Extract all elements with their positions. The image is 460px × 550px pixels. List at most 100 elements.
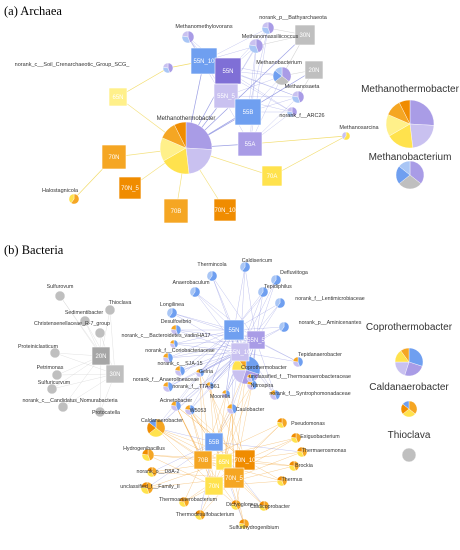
- sample-node-a-55n-5: 55N_5: [213, 83, 239, 109]
- norank-c-soil-crenarchaeotic-group-scg-pie-slice: [162, 62, 169, 69]
- taxon-label-thermoanaerobacterium: Thermoanaerobacterium: [159, 497, 218, 503]
- archaea-legend: [385, 99, 435, 190]
- taxon-label-longilinea: Longilinea: [160, 302, 184, 308]
- sample-node-a-65n: 65N: [108, 87, 128, 107]
- edge: [223, 408, 233, 463]
- sample-node-label: 55N_10: [229, 350, 251, 356]
- sample-node-label: 55B: [209, 440, 220, 446]
- norank-p-aminicenantes-pie-slice: [280, 321, 290, 333]
- norank-f-anaerolineaceae-pie-slice: [162, 381, 169, 388]
- sample-node-label: 55N_10: [193, 59, 215, 65]
- taxon-label-unclassified-f-thermoanaerobacteraceae: unclassified_f__Thermoanaerobacteraceae: [249, 374, 351, 380]
- taxon-node-thioclava: [104, 304, 116, 316]
- sample-node-label: 70A: [267, 174, 278, 180]
- acinetobacter-pie-slice: [170, 400, 177, 407]
- sample-node-label: 70B: [171, 209, 182, 215]
- edge: [189, 329, 235, 411]
- sample-node-a-30n: 30N: [294, 24, 316, 46]
- taxon-label-thioclava: Thioclava: [109, 300, 132, 306]
- taxon-label-norank-o-d8a-2: norank_o__D8A-2: [137, 469, 180, 475]
- sample-node-a-55b: 55B: [234, 98, 262, 126]
- taxon-label-exiguobacterium: Exiguobacterium: [300, 434, 340, 440]
- sample-node-b-70n-10: 70N_10: [234, 449, 256, 471]
- taxon-label-norank-p-bathyarchaeota: norank_p__Bathyarchaeota: [259, 15, 328, 21]
- edge: [54, 352, 116, 375]
- taxon-label-norank-p-aminicenantes: norank_p__Aminicenantes: [299, 320, 362, 326]
- thioclava-pie-slice: [104, 304, 116, 316]
- taxon-node-w5053: [184, 404, 196, 416]
- archaea-panel-title: (a) Archaea: [4, 4, 62, 18]
- taxon-node-methanomethylovorans: [181, 30, 195, 44]
- sample-node-b-70n-5: 70N_5: [223, 467, 245, 489]
- thermincola-pie-slice: [208, 270, 218, 282]
- taxon-label-petrimonas: Petrimonas: [37, 365, 64, 371]
- edge: [171, 312, 235, 331]
- taxon-node-norank-c-bacteroidetes-vadinha17: [169, 339, 179, 349]
- methanomethylovorans-pie-slice: [187, 30, 195, 43]
- brockia-pie-slice: [288, 460, 295, 467]
- taxon-node-norank-c-sja-15: [174, 365, 186, 377]
- taxon-node-tepidanaerobacter: [292, 356, 304, 368]
- taxon-node-anaerobaculum: [189, 286, 201, 298]
- taxon-label-w5053: W5053: [190, 408, 207, 414]
- legend-coprothermobacter-pie-slice: [400, 347, 410, 363]
- sample-node-a-70a: 70A: [261, 165, 283, 187]
- taxon-node-sulfurihydrogenibium: [238, 518, 250, 530]
- unclassified-f-thermoanaerobacteraceae-pie-slice: [246, 373, 252, 379]
- taxon-label-methanothermobacter: Methanothermobacter: [157, 116, 216, 122]
- edge: [239, 351, 299, 363]
- taxon-node-norank-c-soil-crenarchaeotic-group-scg: [162, 62, 174, 74]
- edge: [167, 329, 235, 359]
- edge: [225, 329, 235, 395]
- taxon-node-pseudomonas: [276, 417, 288, 429]
- sample-node-label: 65N: [218, 460, 229, 466]
- taxon-label-protocatella: Protocatella: [92, 410, 120, 416]
- taxon-node-unclassified-f-family-ii: [140, 481, 154, 495]
- tepidanaerobacter-pie-slice: [292, 356, 299, 363]
- tepidiphilus-pie-slice: [259, 286, 269, 298]
- taxon-node-methanosaeta: [291, 90, 305, 104]
- taxon-label-thermincola: Thermincola: [197, 262, 226, 268]
- taxon-label-norank-f-syntrophomonadaceae: norank_f__Syntrophomonadaceae: [269, 391, 350, 397]
- sample-node-b-30n: 30N: [105, 364, 125, 384]
- taxon-label-proteiniclasticum: Proteiniclasticum: [18, 344, 59, 350]
- taxon-label-sulfurihydrogenibium: Sulfurihydrogenibium: [229, 525, 279, 531]
- defluviitoga-pie-slice: [270, 274, 277, 285]
- thermaerosmonas-pie-slice: [296, 446, 303, 453]
- exiguobacterium-pie-slice: [290, 432, 297, 439]
- methanosarcina-pie-slice: [341, 131, 347, 140]
- methanobacterium-pie-slice: [274, 66, 283, 77]
- methanothermobacter-pie-slice: [174, 121, 187, 149]
- methanosarcina-pie-slice: [343, 131, 351, 141]
- taxon-node-moorella: [221, 389, 231, 399]
- sample-node-label: 70N: [108, 155, 119, 161]
- taxon-label-acinetobacter: Acinetobacter: [160, 398, 193, 404]
- taxon-node-thermoanaerobacterium: [178, 496, 190, 508]
- taxon-node-exiguobacterium: [290, 432, 302, 444]
- taxon-node-nitrospira: [246, 379, 258, 391]
- methanomassiliicoccus-pie-slice: [255, 38, 264, 53]
- protocatella-pie-slice: [94, 406, 106, 418]
- edge: [223, 384, 253, 463]
- taxon-label-christensenellaceae-r-7-group: Christensenellaceae_R-7_group: [34, 321, 110, 327]
- dictyoglomus-pie-slice: [230, 499, 237, 506]
- edge: [239, 291, 264, 353]
- sample-node-a-70n: 70N: [101, 144, 127, 170]
- sample-node-b-55n-5: 55N_5: [246, 330, 266, 350]
- sample-node-label: 30N: [299, 33, 310, 39]
- taxon-node-sedimentibacter: [79, 315, 91, 327]
- taxon-node-caldisericum: [239, 261, 251, 273]
- taxon-label-brockia: Brockia: [295, 463, 313, 469]
- edge: [51, 373, 116, 390]
- sample-node-a-70n-10: 70N_10: [213, 198, 237, 222]
- unclassified-f-family-ii-pie-slice: [140, 481, 148, 489]
- taxon-node-methanothermobacter: [159, 121, 213, 175]
- taxon-label-tepidiphilus: Tepidiphilus: [264, 284, 292, 290]
- methanothermobacter-pie-slice: [185, 121, 213, 150]
- taxon-label-defluviitoga: Defluviitoga: [280, 270, 308, 276]
- legend-caldanaerobacter-label: Caldanaerobacter: [369, 382, 449, 393]
- norank-c-sja-15-pie-slice: [174, 365, 181, 372]
- bacteria-panel-title: (b) Bacteria: [4, 243, 64, 257]
